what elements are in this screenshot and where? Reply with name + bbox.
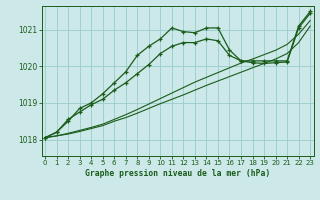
X-axis label: Graphe pression niveau de la mer (hPa): Graphe pression niveau de la mer (hPa)	[85, 169, 270, 178]
